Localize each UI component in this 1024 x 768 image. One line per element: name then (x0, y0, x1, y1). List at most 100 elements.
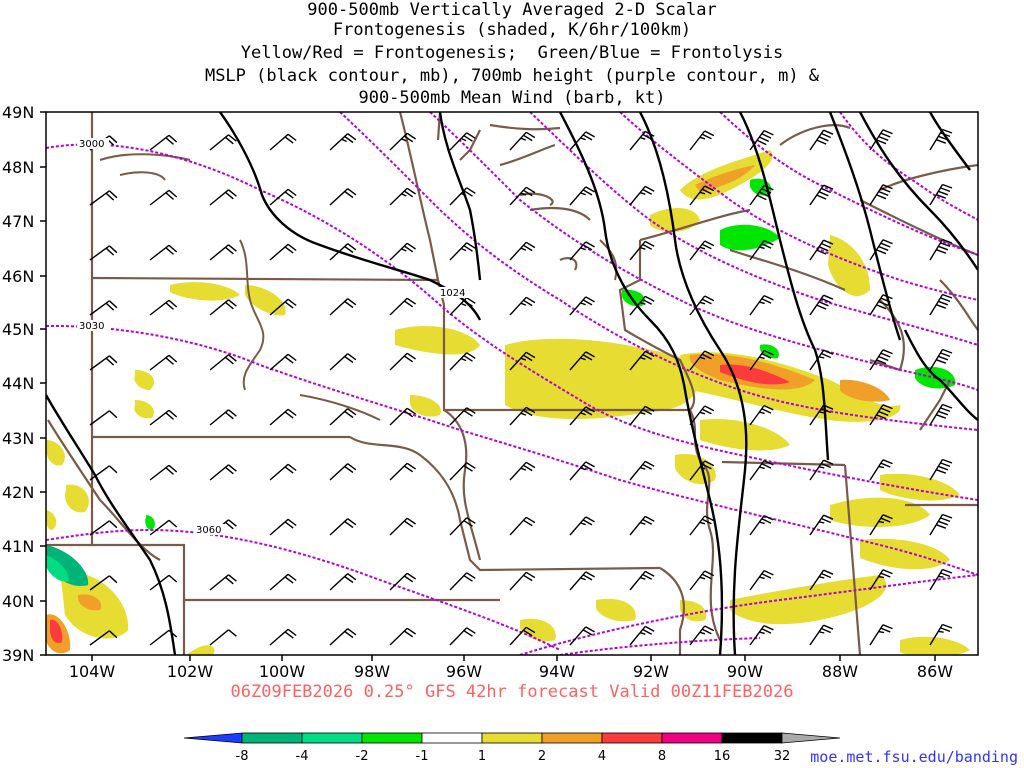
wind-barb (269, 518, 297, 536)
wind-barb (749, 404, 774, 426)
lat-label: 39N (2, 646, 34, 665)
wind-barb (269, 188, 297, 206)
lat-label: 44N (2, 374, 34, 393)
wind-barb (869, 569, 893, 591)
colorbar-label: -4 (296, 749, 309, 764)
wind-barb (89, 465, 118, 481)
wind-barb (269, 463, 297, 481)
wind-barb (869, 184, 893, 206)
wind-barb (209, 464, 237, 481)
wind-barb (689, 240, 715, 261)
wind-barb (149, 189, 178, 206)
wind-barb (209, 244, 237, 261)
colorbar-label: 4 (598, 749, 606, 764)
wind-barb (209, 189, 237, 206)
wind-barb (929, 238, 953, 261)
wind-barb (389, 132, 416, 151)
wind-barb (449, 352, 476, 371)
wind-barb (389, 462, 416, 481)
wind-barb (689, 570, 715, 591)
wind-barb (449, 242, 476, 261)
wind-barb (689, 460, 715, 481)
wind-barb (329, 518, 357, 536)
wind-barb (869, 514, 893, 536)
wind-barb (449, 297, 476, 316)
wind-barb (329, 243, 357, 261)
wind-barb (89, 575, 118, 591)
wind-barb (869, 404, 893, 426)
wind-barb (89, 410, 118, 426)
wind-barb (809, 239, 834, 261)
colorbar-labels: -8 -4 -2 -1 1 2 4 8 16 32 (236, 749, 791, 764)
credit-link[interactable]: moe.met.fsu.edu/banding (810, 748, 1018, 766)
lat-label: 48N (2, 158, 34, 177)
wind-barb (89, 520, 118, 536)
colorbar-arrow-high (781, 732, 841, 744)
mslp-label-1024: 1024 (440, 288, 465, 299)
lon-label: 102W (167, 662, 214, 681)
wind-barb (509, 351, 536, 371)
wind-barb (689, 405, 715, 426)
wind-barb (209, 134, 237, 151)
wind-barb (809, 349, 834, 371)
colorbar-swatch (301, 732, 363, 744)
wind-barb (929, 513, 953, 536)
wind-barb (149, 244, 178, 261)
wind-barb (449, 462, 476, 481)
title-line-2: Frontogenesis (shaded, K/6hr/100km) (332, 20, 692, 40)
wind-barb (449, 517, 476, 536)
colorbar-label: 8 (658, 749, 666, 764)
wind-barb (89, 190, 118, 206)
wind-barb (929, 568, 953, 591)
lat-label: 40N (2, 592, 34, 611)
wind-barb (629, 130, 655, 151)
wind-barb (629, 625, 655, 646)
wind-barb (509, 516, 536, 536)
wind-barb (509, 571, 536, 591)
wind-barb (629, 570, 655, 591)
wind-barb (569, 186, 595, 206)
wind-barb (389, 407, 416, 426)
colorbar-arrow-low (183, 732, 243, 744)
wind-barb (149, 354, 178, 371)
wind-barb (629, 460, 655, 481)
contour-labels: 3000 3030 3060 1024 (77, 138, 470, 536)
wind-barb (749, 569, 774, 591)
lon-label: 98W (354, 662, 390, 681)
lon-label: 104W (69, 662, 116, 681)
wind-barb (689, 350, 715, 371)
axis-ticks (40, 111, 936, 661)
wind-barb (689, 185, 715, 206)
wind-barb (449, 187, 476, 206)
wind-barb (689, 130, 715, 151)
title-line-1: 900-500mb Vertically Averaged 2-D Scalar (307, 0, 717, 20)
rivers (99, 153, 618, 421)
colorbar-label: -8 (236, 749, 249, 764)
wind-barb (509, 461, 536, 481)
wind-barb (569, 241, 595, 261)
wind-barb (629, 405, 655, 426)
wind-barb (89, 355, 118, 371)
wind-barb (749, 294, 774, 316)
lon-label: 88W (822, 662, 858, 681)
wind-barb (389, 242, 416, 261)
colorbar-label: 32 (774, 749, 791, 764)
wind-barb (569, 571, 595, 591)
lat-label: 43N (2, 429, 34, 448)
wind-barb (149, 629, 178, 646)
colorbar-swatch (721, 732, 783, 744)
wind-barb (89, 300, 118, 316)
mslp-contours (46, 112, 978, 655)
wind-barb (929, 623, 953, 646)
colorbar-swatch (241, 732, 303, 744)
wind-barb (389, 517, 416, 536)
lat-label: 46N (2, 267, 34, 286)
wind-barb (509, 241, 536, 261)
wind-barb (149, 519, 178, 536)
wind-barb (929, 128, 953, 151)
title-line-5: 900-500mb Mean Wind (barb, kt) (358, 88, 666, 108)
wind-barb (869, 129, 893, 151)
wind-barb (809, 294, 834, 316)
wind-barb (269, 573, 297, 591)
wind-barb (269, 298, 297, 316)
